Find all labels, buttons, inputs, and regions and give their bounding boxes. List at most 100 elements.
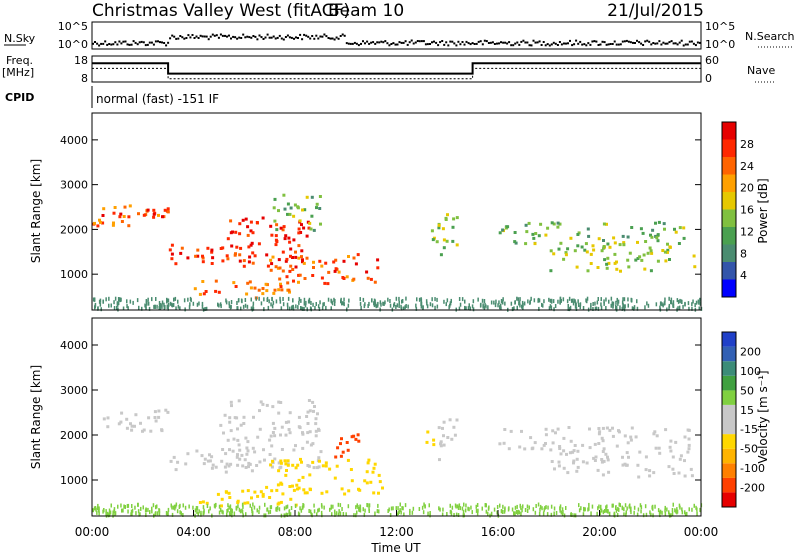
ground-scatter-cell (272, 300, 275, 305)
data-cell (300, 249, 304, 253)
data-cell (580, 245, 584, 249)
noise-point (668, 41, 671, 44)
data-cell (235, 416, 239, 420)
ground-scatter-cell (330, 306, 332, 311)
noise-point (595, 40, 598, 43)
ground-scatter-cell (337, 502, 340, 507)
ground-scatter-cell (144, 508, 147, 513)
ground-scatter-cell (195, 506, 198, 510)
colorbar-swatch (722, 244, 736, 262)
ground-scatter-cell (250, 306, 253, 311)
ground-scatter-cell (578, 503, 580, 508)
ground-scatter-cell (461, 297, 464, 302)
ground-scatter-cell (464, 299, 466, 304)
data-cell (229, 400, 233, 404)
noise-point (108, 43, 111, 45)
ground-scatter-cell (105, 511, 107, 516)
noise-point (575, 39, 578, 42)
data-cell (281, 250, 285, 254)
ground-scatter-cell (458, 503, 461, 508)
ground-scatter-cell (639, 503, 642, 508)
noise-point (563, 42, 565, 45)
data-cell (453, 433, 457, 437)
ground-scatter-cell (379, 300, 382, 305)
ground-scatter-cell (623, 307, 626, 312)
noise-point (498, 42, 500, 45)
ground-scatter-cell (487, 511, 489, 516)
data-cell (525, 230, 529, 234)
noise-point (313, 37, 316, 40)
power-colorbar-tick: 28 (740, 138, 754, 151)
data-cell (305, 491, 309, 495)
data-cell (283, 459, 287, 463)
data-cell (439, 444, 443, 448)
ground-scatter-cell (687, 301, 690, 306)
noise-point (560, 43, 563, 46)
ground-scatter-cell (108, 303, 110, 308)
ground-scatter-cell (522, 302, 524, 307)
data-cell (244, 466, 248, 469)
ground-scatter-cell (108, 296, 110, 301)
noise-point (629, 41, 632, 44)
noise-point (341, 33, 344, 36)
data-cell (558, 447, 562, 450)
ground-scatter-cell (297, 511, 300, 516)
noise-point (605, 43, 608, 46)
data-cell (166, 207, 170, 211)
data-cell (286, 459, 290, 463)
data-cell (270, 489, 274, 493)
data-cell (532, 236, 536, 240)
data-cell (606, 242, 610, 246)
ground-scatter-cell (549, 304, 552, 309)
noise-point (583, 43, 586, 46)
ground-scatter-cell (175, 502, 178, 507)
data-cell (442, 246, 446, 250)
data-cell (271, 405, 275, 409)
data-cell (289, 497, 293, 501)
data-cell (501, 228, 505, 232)
ground-scatter-cell (409, 511, 411, 515)
noise-point (351, 42, 354, 45)
power-ytick-label: 3000 (60, 179, 88, 192)
noise-point (688, 40, 691, 43)
data-cell (625, 451, 629, 455)
x-tick-label: 12:00 (379, 525, 414, 539)
data-cell (296, 463, 300, 467)
ground-scatter-cell (560, 510, 563, 515)
data-cell (315, 206, 318, 210)
ground-scatter-cell (500, 306, 502, 311)
data-cell (341, 450, 345, 454)
ground-scatter-cell (493, 507, 496, 512)
data-cell (119, 420, 123, 424)
noise-point (660, 43, 663, 46)
ground-scatter-cell (374, 511, 376, 516)
noise-point (449, 40, 452, 43)
ground-scatter-cell (633, 505, 636, 510)
data-cell (270, 262, 274, 266)
ground-scatter-cell (569, 305, 572, 310)
noise-point (451, 40, 454, 43)
ground-scatter-cell (658, 510, 661, 515)
ground-scatter-cell (664, 301, 666, 306)
data-cell (596, 266, 600, 269)
data-cell (219, 247, 223, 250)
date-label: 21/Jul/2015 (607, 1, 704, 21)
data-cell (648, 246, 652, 250)
velocity-ytick-label: 4000 (60, 339, 88, 352)
data-cell (259, 490, 263, 494)
ground-scatter-cell (548, 297, 550, 302)
ground-scatter-cell (605, 508, 607, 513)
noise-point (276, 36, 279, 39)
ground-scatter-cell (513, 306, 515, 311)
ground-scatter-cell (367, 503, 369, 508)
data-cell (365, 470, 369, 474)
data-cell (439, 442, 442, 446)
ground-scatter-cell (241, 508, 243, 513)
ground-scatter-cell (398, 509, 400, 514)
ground-scatter-cell (174, 296, 177, 301)
data-cell (602, 447, 606, 451)
noise-point (230, 37, 232, 40)
ground-scatter-cell (171, 302, 173, 307)
data-cell (248, 280, 252, 284)
ground-scatter-cell (167, 306, 169, 311)
